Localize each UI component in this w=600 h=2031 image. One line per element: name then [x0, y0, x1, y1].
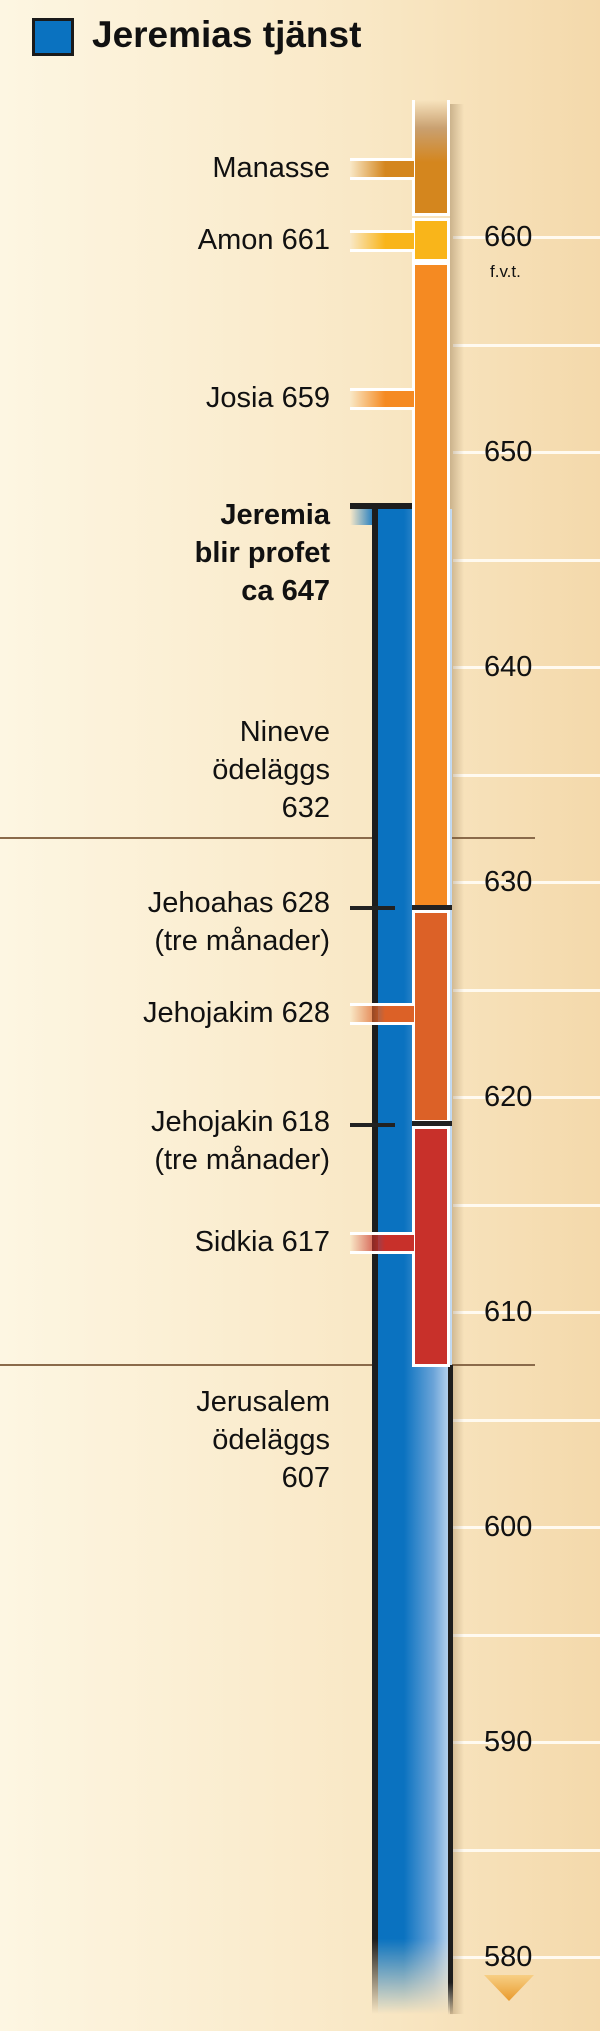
- minor-tick: [453, 1633, 600, 1637]
- major-tick: [453, 1096, 600, 1099]
- amon-connector: [350, 230, 414, 252]
- legend-title: Jeremias tjänst: [92, 14, 362, 55]
- legend-swatch: [32, 18, 74, 56]
- label-line: Jehoahas 628: [147, 887, 330, 919]
- reign-josia: [412, 262, 450, 908]
- jehoahas-marker: [350, 906, 395, 910]
- josia-connector: [350, 388, 414, 410]
- label-jehoahas: Jehoahas 628 (tre månader): [148, 884, 330, 960]
- label-line: 607: [281, 1462, 330, 1494]
- nineve-line: [0, 837, 535, 839]
- major-tick: [453, 881, 600, 884]
- minor-tick: [453, 1418, 600, 1422]
- label-line: ödeläggs: [212, 754, 330, 786]
- label-line: (tre månader): [154, 925, 330, 957]
- blue-bar-left-border: [372, 509, 378, 2014]
- jehojakin-marker: [350, 1123, 395, 1127]
- major-tick: [453, 666, 600, 669]
- blue-bar-right-border: [448, 1365, 453, 2015]
- tick-label: 590: [480, 1727, 537, 1757]
- major-tick: [453, 1956, 600, 1959]
- jeremia-start-line: [350, 503, 412, 509]
- tick-label: 630: [480, 867, 537, 897]
- label-jerusalem: Jerusalem ödeläggs 607: [196, 1383, 330, 1497]
- era-label: f.v.t.: [490, 262, 521, 281]
- jehojakim-connector: [350, 1003, 414, 1025]
- sidkia-connector: [350, 1232, 414, 1254]
- major-tick: [453, 1526, 600, 1529]
- label-amon: Amon 661: [197, 224, 330, 256]
- label-jeremia-profet: Jeremia blir profet ca 647: [195, 496, 330, 610]
- label-line: ca 647: [241, 575, 330, 607]
- tick-label: 620: [480, 1082, 537, 1112]
- tick-label: 650: [480, 437, 537, 467]
- minor-tick: [453, 773, 600, 777]
- tick-label: 660: [480, 222, 537, 252]
- continue-down-arrow-icon: [484, 1975, 534, 2001]
- jerusalem-line: [0, 1364, 535, 1366]
- label-line: 632: [281, 792, 330, 824]
- major-tick: [453, 1311, 600, 1314]
- label-jehojakin: Jehojakin 618 (tre månader): [151, 1103, 330, 1179]
- tick-label: 610: [480, 1297, 537, 1327]
- manasse-connector: [350, 158, 414, 180]
- reign-separator-jehojakin: [412, 1121, 452, 1126]
- major-tick: [453, 1741, 600, 1744]
- minor-tick: [453, 988, 600, 992]
- label-line: Jeremia: [220, 499, 330, 531]
- label-line: Nineve: [239, 716, 330, 748]
- jeremia-connector: [350, 509, 376, 525]
- label-line: Jerusalem: [196, 1386, 330, 1418]
- major-tick: [453, 236, 600, 239]
- label-manasse: Manasse: [212, 152, 330, 184]
- tick-label: 640: [480, 652, 537, 682]
- reign-sidkia: [412, 1126, 450, 1367]
- label-line: (tre månader): [154, 1144, 330, 1176]
- reign-amon: [412, 218, 450, 262]
- label-sidkia: Sidkia 617: [194, 1226, 330, 1258]
- label-line: ödeläggs: [212, 1424, 330, 1456]
- minor-tick: [453, 343, 600, 347]
- reign-jehojakim: [412, 910, 450, 1123]
- tick-label: 580: [480, 1942, 537, 1972]
- major-tick: [453, 451, 600, 454]
- reign-separator-jehoahas: [412, 905, 452, 910]
- label-nineve: Nineve ödeläggs 632: [212, 713, 330, 827]
- label-josia: Josia 659: [205, 382, 330, 414]
- reign-manasse: [412, 100, 450, 216]
- tick-label: 600: [480, 1512, 537, 1542]
- label-jehojakim: Jehojakim 628: [143, 997, 330, 1029]
- minor-tick: [453, 1203, 600, 1207]
- bar-shadow: [450, 104, 464, 2014]
- label-line: Jehojakin 618: [151, 1106, 330, 1138]
- label-line: blir profet: [194, 537, 330, 569]
- minor-tick: [453, 1848, 600, 1852]
- minor-tick: [453, 558, 600, 562]
